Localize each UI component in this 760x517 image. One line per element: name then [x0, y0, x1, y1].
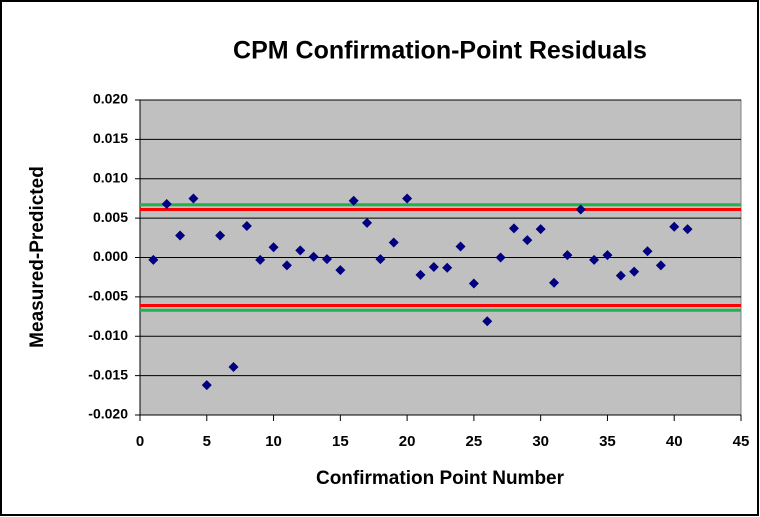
data-point [188, 193, 199, 204]
data-point [308, 251, 319, 262]
x-tick-label: 35 [599, 433, 616, 450]
data-point [335, 265, 346, 276]
data-point [535, 224, 546, 235]
data-point [295, 245, 306, 256]
y-tick-label: 0.020 [93, 91, 128, 107]
data-point [482, 316, 493, 327]
y-tick-label: -0.010 [88, 327, 128, 343]
data-point [522, 235, 533, 246]
data-point [255, 254, 266, 265]
x-axis-label: Confirmation Point Number [316, 468, 565, 489]
data-point [549, 277, 560, 288]
x-tick-label: 45 [733, 433, 750, 450]
data-point [362, 217, 373, 228]
data-point [615, 270, 626, 281]
y-tick-label: 0.015 [93, 130, 128, 146]
data-point [402, 193, 413, 204]
data-point [241, 221, 252, 231]
y-axis-label: Measured-Predicted [27, 166, 48, 348]
y-tick-label: -0.015 [88, 366, 128, 382]
data-point [148, 254, 159, 265]
data-point [508, 223, 519, 234]
x-tick-label: 40 [666, 433, 683, 450]
data-point [228, 361, 239, 372]
x-tick-label: 20 [399, 433, 416, 450]
y-tick-label: -0.020 [88, 406, 128, 422]
data-point [562, 250, 573, 261]
data-point [669, 221, 680, 232]
chart-title: CPM Confirmation-Point Residuals [233, 37, 647, 65]
x-tick-label: 15 [332, 433, 349, 450]
data-point [375, 254, 386, 265]
data-point [655, 260, 666, 271]
data-point [589, 254, 600, 265]
data-point [215, 230, 226, 241]
data-point [468, 278, 479, 289]
data-point [629, 266, 640, 277]
x-tick-label: 30 [532, 433, 549, 450]
x-tick-label: 0 [136, 433, 144, 450]
x-tick-label: 10 [265, 433, 282, 450]
data-point [455, 241, 466, 252]
data-point [428, 261, 439, 272]
y-tick-label: 0.000 [93, 248, 128, 264]
data-point [201, 380, 212, 391]
data-point [415, 269, 426, 280]
y-tick-label: -0.005 [88, 288, 128, 304]
data-point [495, 252, 506, 263]
data-point [682, 224, 693, 235]
y-tick-label: 0.005 [93, 209, 128, 225]
x-tick-label: 5 [203, 433, 211, 450]
data-point [321, 254, 332, 265]
data-point [642, 246, 653, 257]
data-point [348, 195, 359, 206]
data-point [281, 260, 292, 271]
data-point [388, 237, 399, 248]
x-tick-label: 25 [466, 433, 483, 450]
data-point [442, 262, 453, 273]
y-tick-label: 0.010 [93, 169, 128, 185]
data-point [575, 204, 586, 215]
data-point [268, 242, 279, 253]
data-point [175, 230, 186, 241]
data-point [602, 250, 613, 261]
data-point [161, 198, 172, 209]
